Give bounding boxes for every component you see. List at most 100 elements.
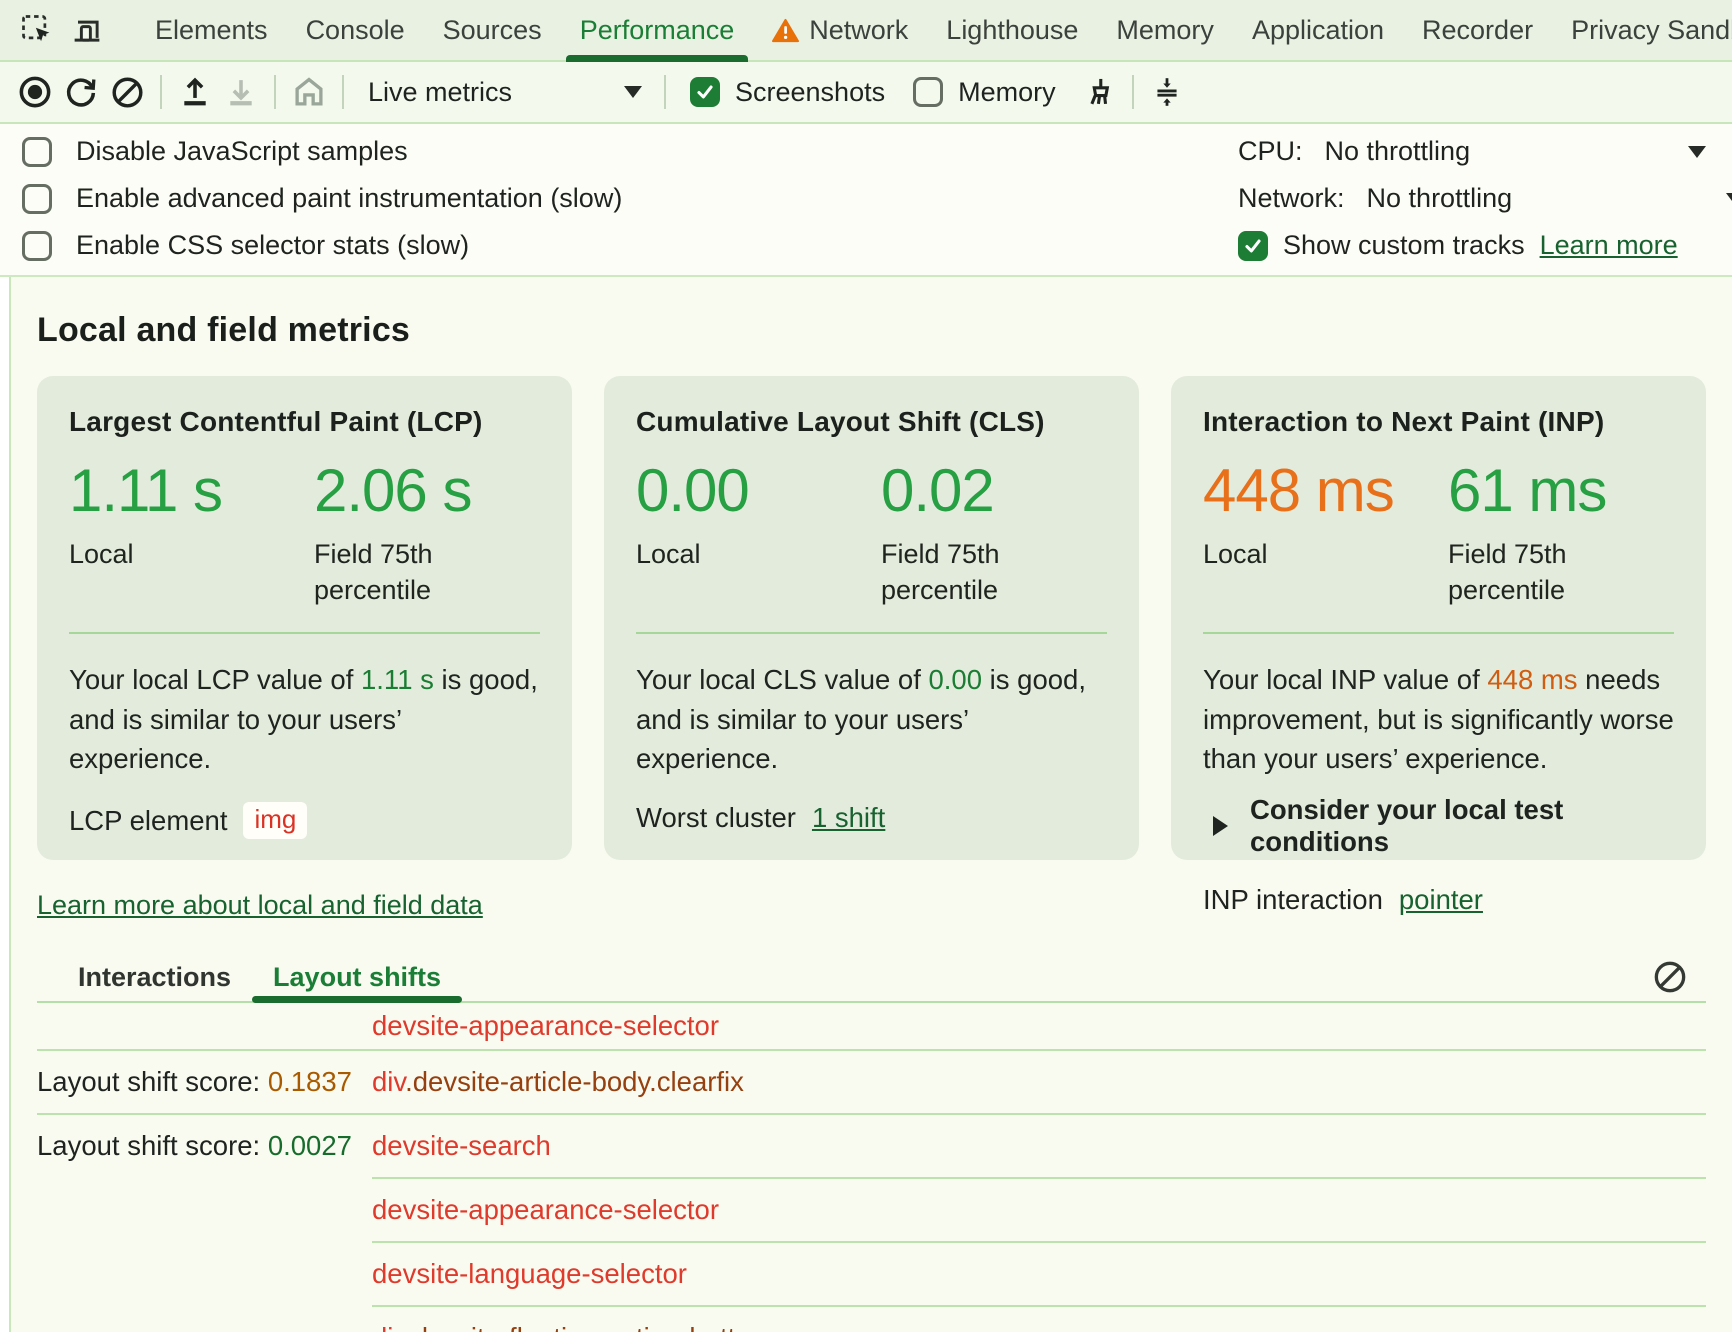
active-tab-underline <box>252 996 463 1003</box>
disable-js-samples-checkbox[interactable] <box>22 136 52 167</box>
block-icon <box>1651 958 1689 996</box>
tab-network[interactable]: Network <box>753 0 927 60</box>
custom-tracks-learn-more-link[interactable]: Learn more <box>1539 230 1678 260</box>
element-link[interactable]: devsite-language-selector <box>372 1258 687 1289</box>
inp-card-title: Interaction to Next Paint (INP) <box>1203 406 1605 437</box>
lcp-card-title: Largest Contentful Paint (LCP) <box>69 406 483 437</box>
lcp-field-value: 2.06 s <box>314 457 472 524</box>
record-and-reload-button[interactable] <box>58 69 104 115</box>
layout-shift-row[interactable]: devsite-language-selector <box>37 1243 1706 1305</box>
chevron-down-icon <box>1726 192 1732 205</box>
tab-memory[interactable]: Memory <box>1116 14 1214 45</box>
tab-elements[interactable]: Elements <box>155 14 268 45</box>
tab-application[interactable]: Application <box>1251 14 1385 45</box>
divider <box>274 75 276 109</box>
element-link[interactable]: devsite-appearance-selector <box>372 1010 719 1041</box>
local-label: Local <box>69 539 134 569</box>
cpu-throttling-select[interactable]: No throttling <box>1324 136 1471 166</box>
tab-privacy-sandbox[interactable]: Privacy Sandbox <box>1571 14 1732 45</box>
load-profile-button[interactable] <box>172 69 218 115</box>
custom-tracks-label: Show custom tracks <box>1283 230 1525 260</box>
lcp-element-chip[interactable]: img <box>243 802 308 840</box>
reload-icon <box>62 73 100 111</box>
score-label: Layout shift score: <box>37 1066 268 1097</box>
layout-shift-row[interactable]: Layout shift score: 0.0027 devsite-searc… <box>37 1115 1706 1177</box>
cls-card-title: Cumulative Layout Shift (CLS) <box>636 406 1045 437</box>
collapse-arrows-icon <box>1150 75 1184 109</box>
panel-mode-select[interactable]: Live metrics <box>354 68 654 116</box>
tab-layout-shifts[interactable]: Layout shifts <box>252 953 463 1003</box>
local-label: Local <box>1203 539 1268 569</box>
inspect-element-button[interactable] <box>14 7 60 53</box>
custom-tracks-checkbox[interactable] <box>1238 230 1268 261</box>
element-classes[interactable]: .devsite-article-body.clearfix <box>405 1066 744 1097</box>
advanced-paint-row[interactable]: Enable advanced paint instrumentation (s… <box>22 175 622 222</box>
layout-shift-row[interactable]: Layout shift score: 0.1837 div.devsite-a… <box>37 1051 1706 1113</box>
element-link[interactable]: div <box>372 1322 405 1332</box>
divider <box>636 632 1107 635</box>
inp-metric-card: Interaction to Next Paint (INP) 448 ms L… <box>1171 376 1706 915</box>
advanced-paint-label: Enable advanced paint instrumentation (s… <box>76 183 623 213</box>
toggle-device-toolbar-button[interactable] <box>64 7 110 53</box>
screenshots-checkbox[interactable] <box>690 77 720 107</box>
divider <box>1131 75 1134 109</box>
divider <box>372 1177 1706 1179</box>
collapse-panel-button[interactable] <box>1144 69 1190 115</box>
worst-cluster-label: Worst cluster <box>636 802 796 834</box>
capture-settings: Disable JavaScript samples Enable advanc… <box>0 124 1732 277</box>
element-link[interactable]: devsite-appearance-selector <box>372 1194 719 1225</box>
tab-interactions[interactable]: Interactions <box>78 961 232 992</box>
cls-field-value: 0.02 <box>881 457 995 524</box>
element-link[interactable]: div <box>372 1066 406 1097</box>
element-link[interactable]: devsite-search <box>372 1130 551 1161</box>
expand-triangle-icon <box>1213 816 1228 837</box>
inp-interaction-link[interactable]: pointer <box>1398 884 1483 916</box>
element-classes[interactable]: .devsite-floating-action-buttons <box>405 1322 780 1332</box>
save-profile-button[interactable] <box>218 69 264 115</box>
devtools-tab-bar: Elements Console Sources Performance Net… <box>0 0 1732 62</box>
divider <box>372 1241 1706 1243</box>
divider <box>160 75 162 109</box>
memory-checkbox[interactable] <box>913 77 944 107</box>
tab-console[interactable]: Console <box>305 14 405 45</box>
layout-shift-row[interactable]: devsite-appearance-selector <box>37 1179 1706 1241</box>
layout-shift-row[interactable]: div.devsite-floating-action-buttons <box>37 1307 1706 1332</box>
memory-label: Memory <box>958 76 1056 107</box>
collect-garbage-button[interactable] <box>1076 69 1122 115</box>
divider <box>37 1113 1706 1115</box>
tab-lighthouse[interactable]: Lighthouse <box>946 14 1079 45</box>
inp-local-value: 448 ms <box>1203 457 1395 524</box>
disable-js-samples-row[interactable]: Disable JavaScript samples <box>22 128 622 175</box>
field-data-learn-more-link[interactable]: Learn more about local and field data <box>37 890 483 920</box>
lcp-inline-value: 1.11 s <box>361 664 434 696</box>
record-button[interactable] <box>12 69 58 115</box>
screenshots-label: Screenshots <box>735 76 886 107</box>
clear-log-button[interactable] <box>1648 955 1692 999</box>
local-test-conditions-expander[interactable]: Consider your local test conditions <box>1203 794 1674 858</box>
css-selector-stats-row[interactable]: Enable CSS selector stats (slow) <box>22 222 622 269</box>
inp-interaction-label: INP interaction <box>1203 884 1383 916</box>
home-button[interactable] <box>286 69 332 115</box>
worst-cluster-link[interactable]: 1 shift <box>811 802 886 834</box>
network-throttling-select[interactable]: No throttling <box>1366 183 1513 213</box>
network-label: Network: <box>1238 183 1345 213</box>
tab-recorder[interactable]: Recorder <box>1422 14 1534 45</box>
download-icon <box>222 73 260 111</box>
divider <box>1203 632 1674 635</box>
memory-checkbox-row[interactable]: Memory <box>899 77 1070 108</box>
tab-sources[interactable]: Sources <box>442 14 542 45</box>
inp-description: Your local INP value of 448 ms needs imp… <box>1203 664 1674 774</box>
home-icon <box>290 73 328 111</box>
divider <box>372 1305 1706 1307</box>
clear-button[interactable] <box>104 69 150 115</box>
divider <box>664 75 666 109</box>
layout-shift-row[interactable]: devsite-appearance-selector <box>37 1003 1706 1049</box>
advanced-paint-checkbox[interactable] <box>22 183 52 214</box>
screenshots-checkbox-row[interactable]: Screenshots <box>676 77 899 108</box>
css-selector-stats-checkbox[interactable] <box>22 230 52 261</box>
custom-tracks-row: Show custom tracks Learn more <box>1238 222 1732 269</box>
lcp-element-label: LCP element <box>69 804 228 836</box>
inp-inline-value: 448 ms <box>1487 664 1578 696</box>
css-selector-stats-label: Enable CSS selector stats (slow) <box>76 230 470 260</box>
tab-performance[interactable]: Performance <box>561 0 754 62</box>
